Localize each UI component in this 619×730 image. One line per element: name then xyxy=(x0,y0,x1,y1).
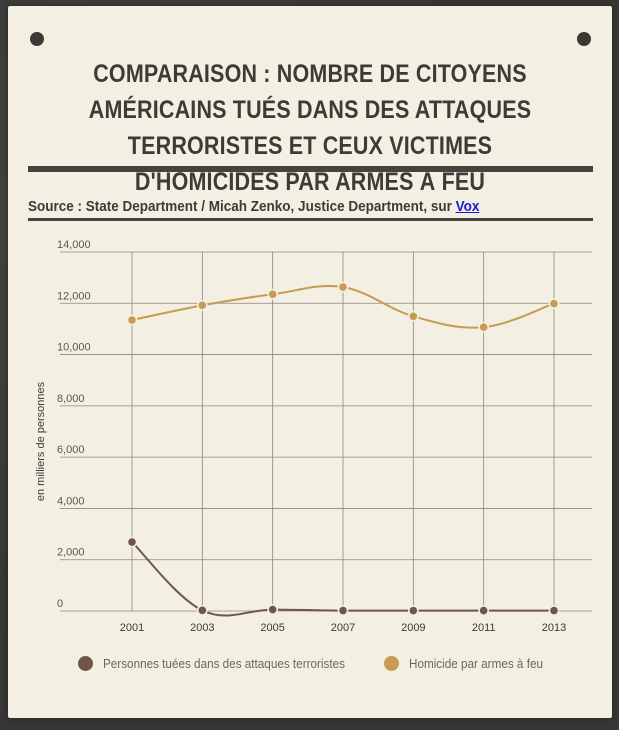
y-tick-label: 12,000 xyxy=(57,290,91,302)
data-point-firearm xyxy=(126,314,138,326)
chart-axes: 0 2,000 4,000 6,000 8,000 10,000 12,000 14,000 2… xyxy=(35,239,566,634)
data-point-firearm xyxy=(267,288,279,300)
x-tick-label: 2005 xyxy=(260,622,284,634)
data-point-terror xyxy=(267,604,279,615)
line-chart: 0 2,000 4,000 6,000 8,000 10,000 12,000 14,000 2… xyxy=(35,239,592,634)
chart-series xyxy=(126,281,560,617)
data-point-terror xyxy=(478,605,490,616)
pin-icon xyxy=(577,32,591,46)
y-tick-label: 4,000 xyxy=(57,495,85,507)
y-tick-label: 2,000 xyxy=(57,547,85,559)
data-point-firearm xyxy=(196,299,208,311)
source-line: Source : State Department / Micah Zenko,… xyxy=(28,198,479,215)
x-tick-label: 2011 xyxy=(472,622,496,634)
y-axis-label: en milliers de personnes xyxy=(35,381,47,501)
source-link-vox[interactable]: Vox xyxy=(455,198,480,215)
data-point-terror xyxy=(337,605,349,616)
legend-item-firearm[interactable]: Homicide par armes à feu xyxy=(383,656,558,671)
page-title: COMPARAISON : NOMBRE DE CITOYENS AMÉRICA… xyxy=(88,60,532,196)
legend-item-terror[interactable]: Personnes tuées dans des attaques terror… xyxy=(78,656,372,671)
legend-marker-terror xyxy=(78,656,93,671)
x-tick-label: 2013 xyxy=(542,622,566,634)
source-text: Source : State Department / Micah Zenko,… xyxy=(28,198,456,215)
chart-legend: Personnes tuées dans des attaques terror… xyxy=(78,656,570,671)
chart-grid xyxy=(60,251,592,612)
data-point-terror xyxy=(548,605,560,616)
data-point-firearm xyxy=(548,298,560,309)
data-point-terror xyxy=(407,605,419,617)
y-tick-label: 14,000 xyxy=(57,239,91,251)
data-point-firearm xyxy=(337,281,349,293)
legend-label-terror: Personnes tuées dans des attaques terror… xyxy=(103,656,345,671)
y-tick-label: 8,000 xyxy=(57,393,85,405)
x-tick-label: 2001 xyxy=(120,622,144,634)
data-point-firearm xyxy=(407,310,419,322)
y-tick-label: 10,000 xyxy=(57,342,91,354)
infographic-card: COMPARAISON : NOMBRE DE CITOYENS AMÉRICA… xyxy=(8,6,612,718)
legend-marker-firearm xyxy=(383,656,399,671)
legend-label-firearm: Homicide par armes à feu xyxy=(408,656,543,671)
x-tick-label: 2007 xyxy=(331,622,355,634)
data-point-firearm xyxy=(478,321,490,333)
source-divider xyxy=(28,218,593,221)
data-point-terror xyxy=(126,536,138,548)
x-tick-label: 2009 xyxy=(401,622,425,634)
x-tick-label: 2003 xyxy=(190,622,214,634)
pin-icon xyxy=(30,32,44,46)
y-tick-label: 6,000 xyxy=(57,444,85,456)
y-tick-label: 0 xyxy=(57,598,63,610)
data-point-terror xyxy=(196,604,208,616)
title-divider xyxy=(28,166,593,172)
